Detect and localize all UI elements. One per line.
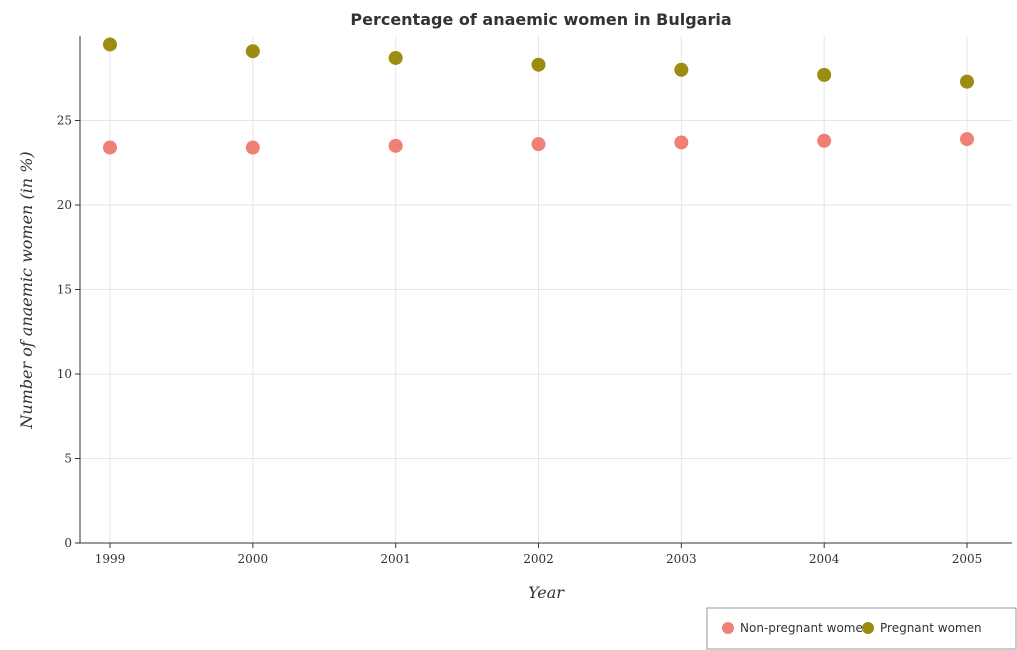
- grid-lines: [80, 36, 1012, 544]
- x-tick-label: 2002: [523, 552, 554, 566]
- x-tick-label: 2003: [666, 552, 697, 566]
- point-non-pregnant-1999: [103, 140, 117, 155]
- point-pregnant-1999: [103, 37, 117, 52]
- x-axis-label: Year: [528, 583, 565, 602]
- y-axis-label: Number of anaemic women (in %): [17, 151, 36, 429]
- y-tick-label: 25: [57, 114, 72, 128]
- x-tick-label: 2001: [380, 552, 411, 566]
- y-tick-label: 15: [57, 283, 72, 297]
- point-pregnant-2002: [531, 57, 546, 72]
- point-non-pregnant-2005: [960, 132, 974, 147]
- y-tick-label: 20: [57, 198, 72, 212]
- point-non-pregnant-2002: [531, 137, 546, 152]
- x-tick-label: 2004: [809, 552, 840, 566]
- chart-title: Percentage of anaemic women in Bulgaria: [350, 10, 731, 29]
- point-pregnant-2005: [960, 74, 974, 89]
- legend-marker-pregnant: [862, 622, 874, 634]
- point-pregnant-2004: [817, 67, 832, 82]
- x-axis-ticks: 1999 2000 2001 2002 2003 2004 2005: [95, 543, 983, 566]
- point-non-pregnant-2003: [674, 135, 689, 150]
- data-points: [103, 37, 974, 155]
- point-non-pregnant-2004: [817, 133, 832, 148]
- x-tick-label: 1999: [95, 552, 126, 566]
- point-non-pregnant-2001: [388, 138, 403, 153]
- y-tick-label: 10: [57, 367, 72, 381]
- legend-box: [706, 607, 1017, 650]
- x-tick-label: 2000: [238, 552, 269, 566]
- point-pregnant-2000: [245, 44, 260, 59]
- y-axis-ticks: 0 5 10 15 20 25: [57, 114, 80, 550]
- point-non-pregnant-2000: [245, 140, 260, 155]
- legend-marker-non-pregnant: [722, 622, 734, 634]
- x-tick-label: 2005: [952, 552, 983, 566]
- point-pregnant-2003: [674, 62, 689, 77]
- y-tick-label: 5: [64, 452, 72, 466]
- legend-label-non-pregnant: Non-pregnant women: [740, 621, 870, 635]
- legend: Non-pregnant women Pregnant women: [706, 607, 1017, 650]
- y-tick-label: 0: [64, 536, 72, 550]
- legend-label-pregnant: Pregnant women: [880, 621, 982, 635]
- point-pregnant-2001: [388, 50, 403, 65]
